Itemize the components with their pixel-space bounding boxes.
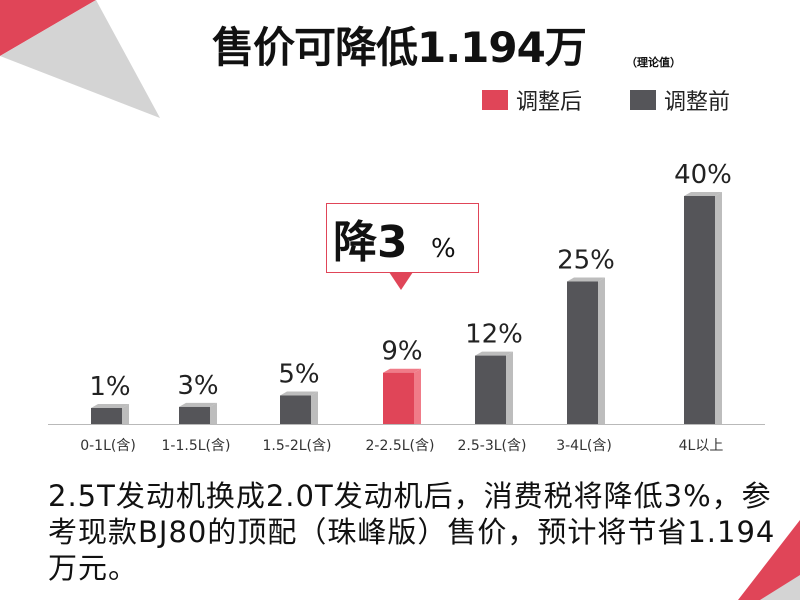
top-left-gray-triangle [0,0,160,118]
bar-top-1 [179,402,217,407]
bar-side-4 [506,351,513,424]
data-label-3: 9% [381,337,422,367]
bar-4 [475,355,506,424]
bar-side-2 [311,391,318,424]
bar-2 [280,395,311,424]
callout-main-text: 降3 [333,217,408,268]
bar-6 [684,196,715,424]
bar-top-3 [383,368,421,373]
callout-box: 降3 % [326,203,479,273]
legend-item-before: 调整前 [630,86,731,115]
legend-label-after: 调整后 [516,90,583,115]
data-label-0: 1% [89,372,130,402]
legend-item-after: 调整后 [482,86,583,115]
bar-1 [179,406,210,424]
bar-top-0 [91,404,129,408]
legend-swatch-after [482,90,508,110]
bar-side-5 [598,277,605,424]
data-label-1: 3% [177,371,218,401]
legend-label-before: 调整前 [664,90,731,115]
data-label-4: 12% [465,320,523,350]
bottom-right-gray-triangle [760,575,800,600]
bar-side-6 [715,192,722,424]
bar-top-5 [567,277,605,282]
title-note: （理论值） [626,56,681,69]
bar-side-3 [414,368,421,424]
x-tick-label-2: 1.5-2L(含) [263,438,332,454]
x-tick-label-6: 4L以上 [679,438,724,454]
bar-top-4 [475,351,513,356]
bar-3 [383,372,414,424]
bar-top-2 [280,391,318,396]
callout-percent-sign: % [431,234,456,264]
x-tick-label-5: 3-4L(含) [556,438,612,454]
caption-text: 2.5T发动机换成2.0T发动机后，消费税将降低3%，参考现款BJ80的顶配（珠… [48,479,776,585]
title-block: 售价可降低1.194万 （理论值） [212,14,712,74]
x-tick-label-0: 0-1L(含) [80,438,136,454]
data-label-5: 25% [557,246,615,276]
data-label-2: 5% [278,360,319,390]
bar-side-1 [210,402,217,424]
bar-side-0 [122,404,129,424]
page-title: 售价可降低1.194万 [212,23,587,72]
bar-5 [567,281,598,424]
x-tick-label-3: 2-2.5L(含) [366,438,435,454]
bar-0 [91,408,122,424]
callout-arrow-icon [389,272,413,290]
legend-swatch-before [630,90,656,110]
bar-top-6 [684,192,722,196]
data-label-6: 40% [674,160,732,190]
bottom-right-red-triangle [738,520,800,600]
x-tick-label-1: 1-1.5L(含) [162,438,231,454]
x-tick-label-4: 2.5-3L(含) [458,438,527,454]
